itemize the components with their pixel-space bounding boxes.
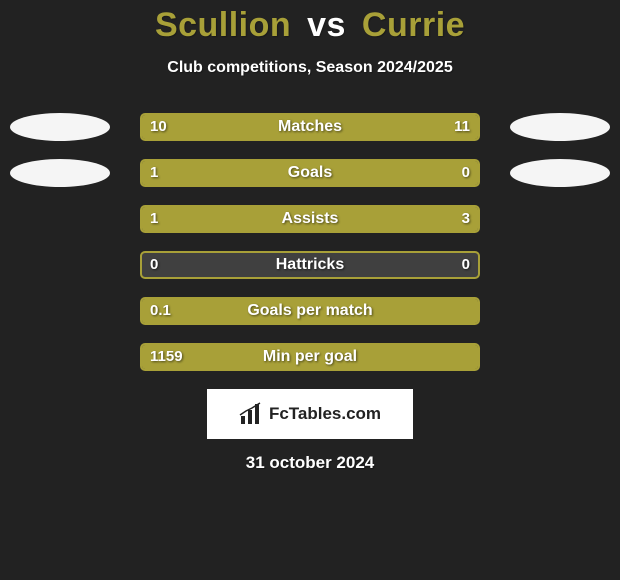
logo-badge: FcTables.com: [207, 389, 413, 439]
subtitle: Club competitions, Season 2024/2025: [0, 59, 620, 77]
stat-label: Matches: [140, 113, 480, 141]
stat-label: Assists: [140, 205, 480, 233]
stat-label: Min per goal: [140, 343, 480, 371]
stat-row: 10Goals: [0, 159, 620, 187]
player2-name: Currie: [362, 6, 465, 44]
stat-row: 0.1Goals per match: [0, 297, 620, 325]
stat-row: 1159Min per goal: [0, 343, 620, 371]
stat-label: Goals per match: [140, 297, 480, 325]
stat-label: Goals: [140, 159, 480, 187]
date-label: 31 october 2024: [0, 453, 620, 473]
stat-label: Hattricks: [140, 251, 480, 279]
player1-name: Scullion: [155, 6, 291, 44]
page-title: Scullion vs Currie: [0, 6, 620, 45]
player2-avatar: [510, 159, 610, 187]
player1-avatar: [10, 113, 110, 141]
player2-avatar: [510, 113, 610, 141]
bar-chart-icon: [239, 402, 263, 426]
stat-row: 1011Matches: [0, 113, 620, 141]
stat-rows: 1011Matches 10Goals 13Assists 00Hattricks 0.…: [0, 113, 620, 371]
player1-avatar: [10, 159, 110, 187]
comparison-card: Scullion vs Currie Club competitions, Se…: [0, 0, 620, 580]
vs-label: vs: [307, 6, 346, 44]
logo-text: FcTables.com: [269, 404, 381, 424]
stat-row: 13Assists: [0, 205, 620, 233]
stat-row: 00Hattricks: [0, 251, 620, 279]
